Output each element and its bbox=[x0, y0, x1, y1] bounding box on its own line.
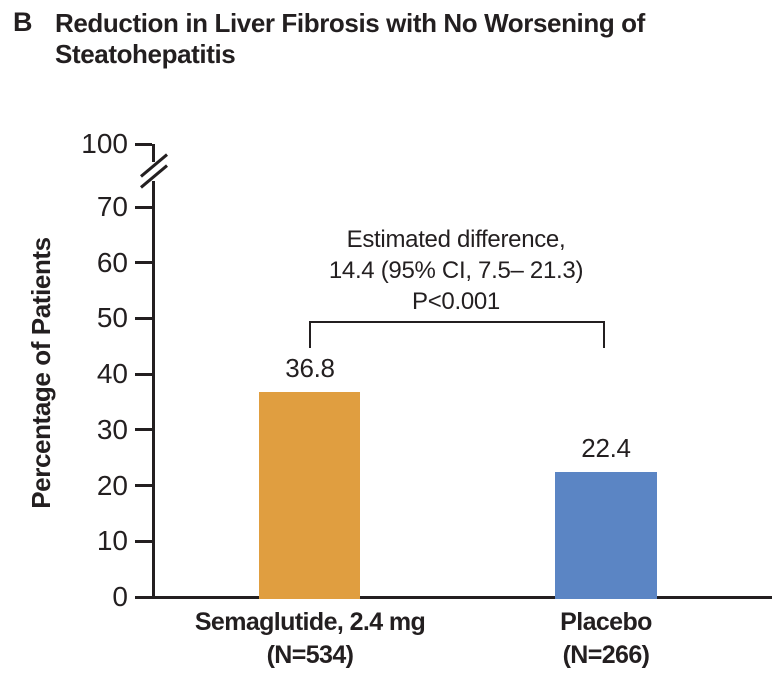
figure-title-line2: Steatohepatitis bbox=[55, 39, 236, 69]
comparison-bracket bbox=[309, 321, 605, 348]
x-category-semaglutide-n: (N=534) bbox=[266, 641, 354, 669]
x-category-placebo-n: (N=266) bbox=[562, 641, 650, 669]
y-axis-tick bbox=[135, 428, 152, 432]
x-category-semaglutide-name: Semaglutide, 2.4 mg bbox=[194, 608, 426, 636]
panel-letter: B bbox=[13, 7, 33, 37]
bar-value-placebo: 22.4 bbox=[581, 433, 631, 464]
y-axis-tick-label: 0 bbox=[112, 581, 128, 612]
y-axis-tick bbox=[135, 205, 152, 209]
bar-semaglutide bbox=[259, 391, 360, 599]
x-category-semaglutide: Semaglutide, 2.4 mg (N=534) bbox=[160, 606, 460, 672]
figure-title-line1: Reduction in Liver Fibrosis with No Wors… bbox=[55, 8, 645, 38]
y-axis-tick bbox=[135, 142, 152, 146]
y-axis-tick-label: 70 bbox=[96, 191, 128, 222]
y-axis-tick bbox=[135, 595, 152, 599]
y-axis-line bbox=[152, 144, 155, 599]
y-axis-tick bbox=[135, 372, 152, 376]
y-axis-tick bbox=[135, 484, 152, 488]
y-axis-tick bbox=[135, 261, 152, 265]
y-axis-tick-label: 40 bbox=[96, 358, 128, 390]
y-axis-label: Percentage of Patients bbox=[26, 237, 56, 509]
comparison-annotation: Estimated difference, 14.4 (95% CI, 7.5–… bbox=[256, 224, 656, 317]
annotation-line3: P<0.001 bbox=[412, 288, 500, 315]
bar-value-semaglutide: 36.8 bbox=[285, 352, 335, 383]
y-axis-tick bbox=[135, 316, 152, 320]
x-category-placebo: Placebo (N=266) bbox=[456, 606, 756, 672]
annotation-line1: Estimated difference, bbox=[346, 226, 566, 253]
x-category-placebo-name: Placebo bbox=[560, 608, 652, 636]
y-axis-tick bbox=[135, 539, 152, 543]
y-axis-tick-label: 20 bbox=[96, 469, 128, 501]
x-axis-line bbox=[152, 596, 772, 599]
bar-placebo bbox=[555, 472, 657, 599]
figure-title: Reduction in Liver Fibrosis with No Wors… bbox=[55, 8, 645, 70]
y-axis-tick-label: 10 bbox=[96, 525, 128, 557]
y-axis-tick-label: 100 bbox=[81, 128, 128, 159]
y-axis-tick-label: 60 bbox=[96, 246, 128, 278]
y-axis-tick-label: 30 bbox=[96, 413, 128, 445]
annotation-line2: 14.4 (95% CI, 7.5– 21.3) bbox=[328, 257, 584, 284]
y-axis-tick-label: 50 bbox=[96, 302, 128, 334]
y-axis-break-gap bbox=[149, 162, 158, 181]
